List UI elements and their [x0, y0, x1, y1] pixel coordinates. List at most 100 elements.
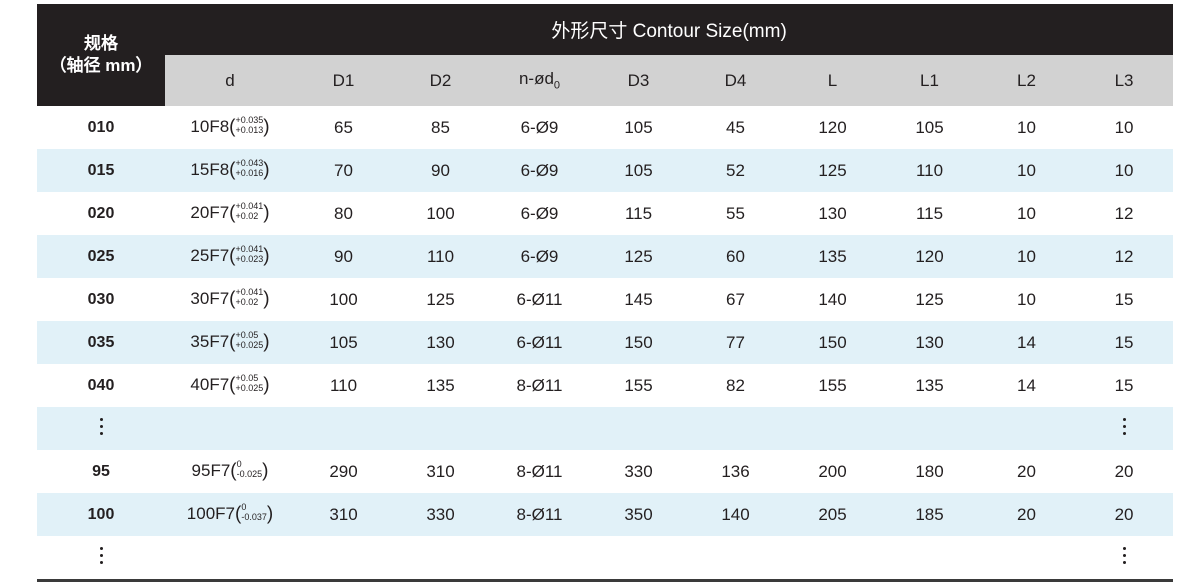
cell-D4: 67 [687, 278, 784, 321]
cell-spec: 015 [37, 149, 165, 192]
cell-D4: 55 [687, 192, 784, 235]
cell-d: 35F7(+0.05 +0.025) [165, 321, 295, 364]
vertical-ellipsis-icon [37, 407, 165, 450]
d-base: 100F7 [186, 503, 235, 523]
cell-L3: 10 [1075, 149, 1174, 192]
d-base: 35F7 [190, 331, 230, 351]
cell-L2-empty [978, 407, 1075, 450]
table-row: 040 40F7(+0.05 +0.025) 110 135 8-Ø11 155 82 155 1… [37, 364, 1174, 407]
cell-L3: 10 [1075, 106, 1174, 149]
table-row: 025 25F7(+0.041 +0.023) 90 110 6-Ø9 125 60 135 12… [37, 235, 1174, 278]
cell-L1-empty [881, 536, 978, 582]
cell-d: 25F7(+0.041 +0.023) [165, 235, 295, 278]
cell-D4: 60 [687, 235, 784, 278]
d-tolerance-upper: 0 [236, 459, 242, 470]
cell-d-empty [165, 536, 295, 582]
cell-D3: 150 [590, 321, 687, 364]
cell-L: 155 [784, 364, 881, 407]
cell-D3: 105 [590, 106, 687, 149]
table-row: 95 95F7(0 -0.025) 290 310 8-Ø11 330 136 200 180 20… [37, 450, 1174, 493]
d-tolerance: +0.035 +0.013 [235, 116, 263, 135]
cell-L: 135 [784, 235, 881, 278]
d-paren-open: ( [229, 288, 236, 310]
cell-D3: 105 [590, 149, 687, 192]
cell-D1: 80 [295, 192, 392, 235]
column-header-n-od0: n-ød0 [489, 55, 590, 106]
d-paren-close: ) [262, 460, 269, 482]
d-tolerance-upper: +0.041 [235, 201, 264, 212]
d-tolerance-lower: +0.016 [235, 168, 264, 178]
column-header-L: L [784, 55, 881, 106]
cell-L1: 120 [881, 235, 978, 278]
cell-L2: 10 [978, 149, 1075, 192]
cell-D3-empty [590, 536, 687, 582]
cell-D3-empty [590, 407, 687, 450]
cell-spec: 020 [37, 192, 165, 235]
cell-D2: 110 [392, 235, 489, 278]
d-base: 40F7 [190, 374, 230, 394]
cell-L: 150 [784, 321, 881, 364]
d-tolerance-upper: 0 [241, 502, 247, 513]
cell-D4: 77 [687, 321, 784, 364]
d-tolerance-upper: +0.043 [235, 158, 264, 169]
table-row: 100 100F7(0 -0.037) 310 330 8-Ø11 350 140 205 185… [37, 493, 1174, 536]
cell-spec: 100 [37, 493, 165, 536]
d-tolerance-lower: +0.025 [235, 383, 264, 393]
d-paren-close: ) [263, 331, 270, 353]
d-tolerance-upper: +0.041 [235, 244, 264, 255]
d-paren-close: ) [263, 374, 270, 396]
d-tolerance-upper: +0.05 [235, 330, 259, 341]
cell-D2: 125 [392, 278, 489, 321]
cell-D3: 350 [590, 493, 687, 536]
cell-D4-empty [687, 407, 784, 450]
cell-L1: 130 [881, 321, 978, 364]
cell-nd0: 6-Ø11 [489, 321, 590, 364]
cell-D3: 155 [590, 364, 687, 407]
cell-D4: 140 [687, 493, 784, 536]
cell-L: 120 [784, 106, 881, 149]
vertical-ellipsis-icon [37, 536, 165, 582]
cell-D2: 130 [392, 321, 489, 364]
cell-D1: 70 [295, 149, 392, 192]
cell-nd0: 8-Ø11 [489, 450, 590, 493]
d-base: 15F8 [190, 159, 230, 179]
spec-header-line1: 规格 [84, 33, 118, 53]
cell-D1-empty [295, 407, 392, 450]
cell-nd0: 8-Ø11 [489, 493, 590, 536]
cell-spec: 035 [37, 321, 165, 364]
cell-nd0: 6-Ø9 [489, 235, 590, 278]
cell-D1-empty [295, 536, 392, 582]
cell-L: 125 [784, 149, 881, 192]
table-head: 规格 （轴径 mm） 外形尺寸 Contour Size(mm) d D1 D2… [37, 4, 1174, 106]
cell-L2-empty [978, 536, 1075, 582]
d-paren-close: ) [263, 245, 270, 267]
cell-D1: 310 [295, 493, 392, 536]
cell-L: 140 [784, 278, 881, 321]
d-tolerance-upper: +0.035 [235, 115, 264, 126]
cell-L1-empty [881, 407, 978, 450]
d-base: 20F7 [190, 202, 230, 222]
cell-L1: 105 [881, 106, 978, 149]
cell-L2: 20 [978, 450, 1075, 493]
cell-D3: 125 [590, 235, 687, 278]
d-paren-close: ) [263, 116, 270, 138]
table-row: 030 30F7(+0.041 +0.02) 100 125 6-Ø11 145 67 140 1… [37, 278, 1174, 321]
column-header-D3: D3 [590, 55, 687, 106]
cell-D2-empty [392, 407, 489, 450]
cell-D1: 105 [295, 321, 392, 364]
cell-D1: 65 [295, 106, 392, 149]
table-body: 010 10F8(+0.035 +0.013) 65 85 6-Ø9 105 45 120 105… [37, 106, 1174, 582]
cell-L: 130 [784, 192, 881, 235]
cell-L3: 12 [1075, 235, 1174, 278]
d-tolerance: +0.041 +0.023 [235, 245, 263, 264]
cell-D1: 110 [295, 364, 392, 407]
cell-L1: 185 [881, 493, 978, 536]
d-paren-open: ( [230, 460, 237, 482]
d-tolerance: +0.05 +0.025 [235, 331, 263, 350]
cell-L1: 180 [881, 450, 978, 493]
table-row: 035 35F7(+0.05 +0.025) 105 130 6-Ø11 150 77 150 1… [37, 321, 1174, 364]
d-paren-open: ( [229, 116, 236, 138]
cell-d: 100F7(0 -0.037) [165, 493, 295, 536]
d-tolerance: +0.043 +0.016 [235, 159, 263, 178]
